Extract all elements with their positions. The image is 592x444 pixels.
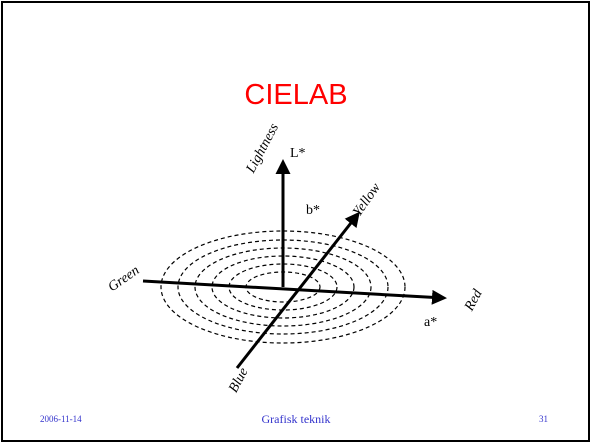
footer-page: 31	[539, 414, 548, 424]
a-axis-arrow	[142, 279, 447, 305]
footer-title: Grafisk teknik	[262, 412, 331, 426]
ellipse	[177, 239, 389, 335]
slide-title: CIELAB	[244, 79, 347, 111]
axis-names: L* b* a*	[290, 146, 437, 330]
b-axis-label: b*	[306, 203, 320, 218]
footer-date: 2006-11-14	[40, 414, 82, 424]
a-axis-label: a*	[424, 315, 437, 330]
ellipse	[211, 255, 355, 319]
ellipse	[160, 230, 406, 344]
axes	[142, 159, 447, 369]
l-axis-label: L*	[290, 146, 306, 161]
ellipse	[228, 263, 338, 311]
